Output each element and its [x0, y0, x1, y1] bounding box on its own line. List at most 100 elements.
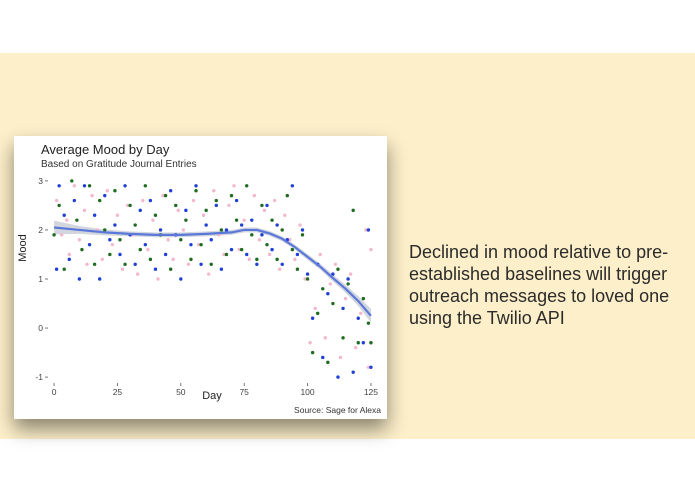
data-point-pink	[366, 365, 371, 369]
data-point-pink	[283, 213, 287, 217]
data-point-blue	[179, 277, 183, 281]
data-point-pink	[100, 257, 104, 262]
data-point-green	[275, 257, 279, 262]
data-point-blue	[346, 277, 350, 281]
data-point-pink	[333, 262, 338, 266]
data-point-pink	[146, 247, 150, 252]
data-point-green	[270, 218, 274, 222]
data-point-pink	[166, 238, 170, 242]
data-point-pink	[338, 355, 343, 360]
data-point-blue	[250, 218, 254, 222]
data-point-blue	[280, 262, 284, 266]
chart-card: Average Mood by Day Based on Gratitude J…	[14, 136, 387, 419]
data-point-pink	[201, 213, 206, 217]
data-point-green	[315, 311, 320, 316]
data-point-pink	[318, 252, 322, 257]
data-point-pink	[227, 203, 231, 208]
data-point-blue	[153, 267, 158, 271]
data-point-pink	[277, 267, 282, 271]
data-point-pink	[369, 247, 373, 252]
data-point-blue	[77, 277, 82, 281]
data-point-blue	[184, 208, 188, 213]
data-point-pink	[105, 189, 110, 193]
data-point-green	[260, 203, 264, 208]
data-point-blue	[260, 233, 264, 237]
x-tick-label: 0	[52, 387, 57, 397]
data-point-blue	[310, 316, 315, 320]
data-point-pink	[247, 257, 251, 262]
data-point-pink	[298, 223, 302, 227]
data-point-green	[92, 262, 97, 266]
data-point-pink	[125, 203, 130, 208]
data-point-pink	[161, 193, 165, 198]
data-point-blue	[133, 262, 137, 266]
data-point-blue	[62, 213, 66, 217]
data-point-green	[229, 193, 234, 198]
data-point-blue	[209, 238, 213, 242]
chart-subtitle: Based on Gratitude Journal Entries	[41, 159, 197, 170]
data-point-pink	[308, 341, 312, 345]
data-point-green	[219, 228, 224, 232]
data-point-green	[239, 247, 244, 252]
data-point-pink	[59, 233, 64, 237]
data-point-blue	[108, 238, 112, 242]
data-point-green	[361, 296, 366, 301]
data-point-blue	[199, 262, 203, 266]
data-point-blue	[234, 198, 239, 203]
data-point-pink	[176, 208, 180, 213]
y-tick-label: 2	[38, 225, 43, 235]
axis-layer: 0 25 50 75 100 125 -1 0 1 2 3	[35, 176, 378, 397]
data-point-pink	[354, 345, 358, 350]
data-point-blue	[189, 242, 193, 247]
data-point-blue	[290, 184, 295, 188]
chart-title: Average Mood by Day	[41, 142, 170, 157]
data-point-green	[75, 218, 79, 222]
data-point-pink	[323, 336, 328, 340]
x-tick-label: 125	[364, 387, 378, 397]
data-point-pink	[136, 272, 140, 276]
data-point-green	[290, 247, 295, 252]
data-point-blue	[361, 341, 366, 345]
data-point-green	[168, 267, 173, 271]
y-tick-label: 0	[38, 323, 43, 333]
data-point-green	[245, 184, 249, 188]
data-point-blue	[143, 242, 148, 247]
data-point-green	[174, 203, 178, 208]
data-point-green	[234, 218, 239, 222]
data-point-green	[341, 336, 345, 340]
data-point-pink	[82, 208, 87, 213]
data-point-green	[250, 233, 254, 237]
data-point-blue	[295, 252, 300, 257]
data-point-pink	[77, 238, 82, 242]
data-point-blue	[92, 213, 97, 217]
data-point-blue	[103, 193, 107, 198]
data-point-green	[103, 228, 107, 232]
data-point-blue	[168, 189, 173, 193]
data-point-blue	[239, 223, 244, 227]
data-point-green	[194, 189, 198, 193]
data-point-pink	[272, 198, 277, 203]
data-point-pink	[156, 277, 160, 281]
trend-layer	[53, 226, 372, 317]
data-point-pink	[67, 252, 71, 257]
data-point-blue	[118, 252, 122, 257]
x-tick-label: 25	[113, 387, 123, 397]
data-point-green	[209, 262, 213, 266]
data-point-blue	[82, 184, 87, 188]
slide-description: Declined in mood relative to pre-establi…	[409, 242, 670, 328]
data-point-green	[346, 282, 350, 286]
data-point-green	[179, 238, 183, 242]
data-point-green	[97, 198, 102, 203]
data-point-green	[70, 179, 74, 183]
x-tick-label: 75	[239, 387, 249, 397]
data-point-blue	[321, 355, 325, 360]
data-point-pink	[90, 193, 94, 198]
data-point-pink	[120, 267, 125, 271]
data-point-green	[57, 203, 61, 208]
data-point-pink	[181, 228, 186, 232]
data-point-green	[113, 189, 117, 193]
data-point-green	[133, 223, 137, 227]
data-point-green	[128, 203, 132, 208]
data-point-green	[204, 208, 208, 213]
data-point-pink	[72, 184, 77, 188]
